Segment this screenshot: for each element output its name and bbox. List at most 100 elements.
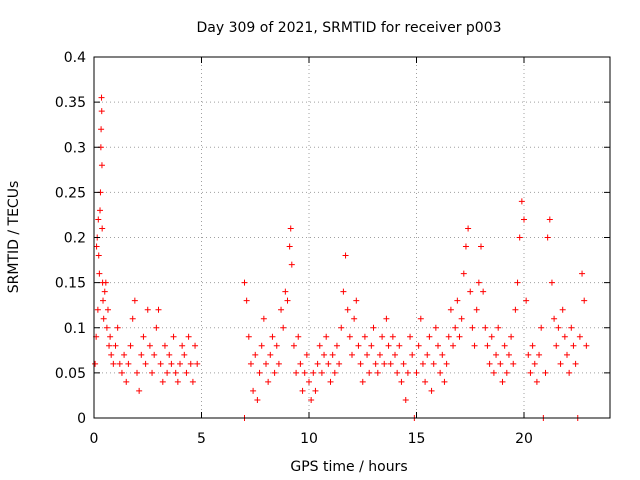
data-point <box>106 342 113 349</box>
data-point <box>415 342 422 349</box>
data-point <box>166 351 173 358</box>
x-tick-label: 20 <box>515 431 533 447</box>
data-point <box>361 333 368 340</box>
data-point <box>533 378 540 385</box>
data-point <box>342 252 349 259</box>
data-point <box>452 324 459 331</box>
data-point <box>396 342 403 349</box>
data-point <box>368 342 375 349</box>
data-point <box>168 360 175 367</box>
data-point <box>372 360 379 367</box>
data-point <box>114 324 121 331</box>
data-point <box>333 342 340 349</box>
data-point <box>138 351 145 358</box>
data-point <box>241 279 248 286</box>
data-point <box>555 324 562 331</box>
data-point <box>95 252 102 259</box>
data-point <box>107 333 114 340</box>
data-point <box>538 324 545 331</box>
data-point <box>521 216 527 223</box>
data-point <box>142 360 149 367</box>
data-point <box>385 342 392 349</box>
data-point <box>134 369 140 376</box>
data-point <box>480 288 487 295</box>
data-point <box>329 351 336 358</box>
data-point <box>510 360 517 367</box>
data-point <box>181 351 188 358</box>
x-tick-label: 10 <box>300 431 318 447</box>
data-point <box>323 333 330 340</box>
data-point <box>394 369 401 376</box>
y-tick-label: 0.05 <box>55 366 86 382</box>
data-point <box>157 360 164 367</box>
data-point <box>437 369 444 376</box>
data-point <box>131 297 138 304</box>
data-point <box>467 288 474 295</box>
data-point <box>146 342 153 349</box>
data-point <box>267 351 274 358</box>
data-point <box>94 306 101 313</box>
data-point <box>456 333 463 340</box>
data-point <box>312 387 319 394</box>
data-point <box>97 207 104 214</box>
x-tick-label: 15 <box>408 431 426 447</box>
data-point <box>260 315 267 322</box>
data-point <box>514 279 521 286</box>
y-tick-label: 0.2 <box>64 231 86 247</box>
data-point <box>100 315 107 322</box>
data-point <box>499 378 506 385</box>
data-point <box>490 369 497 376</box>
grid-lines <box>94 57 610 418</box>
data-point <box>503 369 510 376</box>
x-axis-tick-labels: 0 5 10 15 20 <box>90 431 533 447</box>
data-point <box>383 315 390 322</box>
data-point <box>102 279 109 286</box>
data-point <box>525 351 532 358</box>
data-point <box>389 333 396 340</box>
data-point <box>435 342 441 349</box>
data-point <box>469 324 476 331</box>
data-point <box>98 108 105 115</box>
data-point <box>432 324 439 331</box>
data-point <box>96 270 103 277</box>
data-point <box>570 342 577 349</box>
data-point <box>553 342 560 349</box>
data-point <box>409 351 416 358</box>
data-point <box>430 360 437 367</box>
data-point <box>475 279 482 286</box>
data-point <box>344 306 351 313</box>
data-point <box>275 360 282 367</box>
data-point <box>516 234 523 241</box>
data-point <box>100 297 107 304</box>
data-point <box>465 225 472 232</box>
data-point <box>98 162 105 169</box>
data-point <box>336 360 343 367</box>
data-point <box>125 360 132 367</box>
data-point <box>287 225 294 232</box>
data-point <box>331 369 338 376</box>
data-point <box>179 342 186 349</box>
axis-ticks <box>93 56 610 419</box>
data-point <box>187 360 194 367</box>
data-point <box>159 378 166 385</box>
data-point <box>316 342 323 349</box>
data-point <box>462 243 469 250</box>
x-tick-label: 5 <box>197 431 206 447</box>
data-point <box>306 378 312 385</box>
data-point <box>245 333 252 340</box>
data-point <box>548 279 555 286</box>
data-point <box>564 351 570 358</box>
data-point <box>366 369 373 376</box>
data-point <box>531 360 538 367</box>
chart-title: Day 309 of 2021, SRMTID for receiver p00… <box>196 20 501 36</box>
data-point <box>551 315 558 322</box>
data-point <box>286 243 293 250</box>
data-point <box>155 306 162 313</box>
data-point <box>576 333 583 340</box>
data-point <box>280 324 287 331</box>
data-point <box>473 306 480 313</box>
y-tick-label: 0.1 <box>64 321 86 337</box>
data-point <box>271 369 278 376</box>
data-point <box>512 306 519 313</box>
data-point <box>93 243 100 250</box>
